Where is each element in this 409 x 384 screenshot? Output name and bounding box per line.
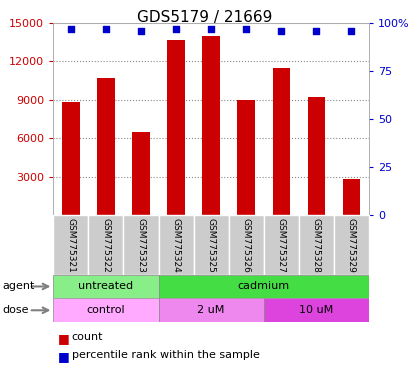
Point [312, 28, 319, 34]
Bar [53, 275, 158, 298]
Text: percentile rank within the sample: percentile rank within the sample [72, 350, 259, 360]
Text: GSM775324: GSM775324 [171, 218, 180, 273]
Bar [167, 40, 184, 215]
Bar [88, 215, 123, 275]
Text: control: control [86, 305, 125, 315]
Bar [53, 215, 88, 275]
Bar [333, 215, 368, 275]
Point [277, 28, 284, 34]
Text: agent: agent [2, 281, 34, 291]
Bar [202, 36, 219, 215]
Bar [228, 215, 263, 275]
Bar [237, 100, 254, 215]
Bar [193, 215, 228, 275]
Point [207, 26, 214, 32]
Text: GSM775329: GSM775329 [346, 218, 355, 273]
Bar [298, 215, 333, 275]
Text: untreated: untreated [78, 281, 133, 291]
Text: ■: ■ [57, 350, 69, 363]
Bar [123, 215, 158, 275]
Bar [272, 68, 289, 215]
Bar [132, 132, 149, 215]
Bar [158, 275, 368, 298]
Text: GSM775328: GSM775328 [311, 218, 320, 273]
Bar [97, 78, 115, 215]
Text: 10 uM: 10 uM [299, 305, 333, 315]
Bar [263, 215, 298, 275]
Text: cadmium: cadmium [237, 281, 289, 291]
Point [347, 28, 354, 34]
Bar [53, 298, 158, 322]
Bar [342, 179, 360, 215]
Text: 2 uM: 2 uM [197, 305, 224, 315]
Point [102, 26, 109, 32]
Point [172, 26, 179, 32]
Text: GSM775322: GSM775322 [101, 218, 110, 273]
Text: GSM775325: GSM775325 [206, 218, 215, 273]
Text: GSM775321: GSM775321 [66, 218, 75, 273]
Text: GSM775326: GSM775326 [241, 218, 250, 273]
Bar [158, 215, 193, 275]
Bar [62, 103, 79, 215]
Text: GDS5179 / 21669: GDS5179 / 21669 [137, 10, 272, 25]
Text: count: count [72, 332, 103, 342]
Point [243, 26, 249, 32]
Bar [263, 298, 368, 322]
Bar [158, 298, 263, 322]
Text: GSM775323: GSM775323 [136, 218, 145, 273]
Text: ■: ■ [57, 332, 69, 345]
Point [137, 28, 144, 34]
Bar [307, 97, 324, 215]
Point [67, 26, 74, 32]
Text: GSM775327: GSM775327 [276, 218, 285, 273]
Text: dose: dose [2, 305, 29, 315]
